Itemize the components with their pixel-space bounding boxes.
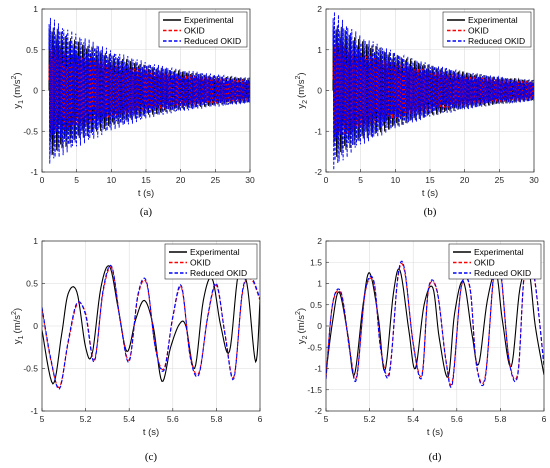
legend-label: Experimental	[190, 247, 240, 257]
x-tick-label: 30	[529, 175, 539, 185]
x-axis-label: t (s)	[427, 427, 443, 438]
legend-label: Reduced OKID	[474, 268, 531, 278]
legend-label: Experimental	[468, 15, 518, 25]
x-tick-label: 0	[40, 175, 45, 185]
x-tick-label: 5	[324, 414, 329, 424]
y-tick-label: 2	[317, 4, 322, 14]
y-tick-label: 1	[33, 4, 38, 14]
series-line-okid	[332, 43, 534, 139]
y-tick-label: -0.5	[307, 342, 322, 352]
x-tick-label: 0	[324, 175, 329, 185]
x-tick-label: 25	[495, 175, 505, 185]
series-group	[326, 257, 544, 389]
y-tick-label: 1.5	[310, 257, 322, 267]
series-line-reduced-okid	[332, 11, 534, 170]
panel-b: 0 5 10 15 20 25 30 -2 -1 0 1 2 t (s) y2(m/s2) Experime…	[295, 4, 539, 218]
x-tick-label: 20	[176, 175, 186, 185]
y-tick-label: -1	[314, 364, 322, 374]
panel-caption: (c)	[145, 451, 158, 463]
panel-caption: (a)	[140, 206, 153, 218]
panel-caption: (d)	[429, 451, 442, 463]
x-axis-label: t (s)	[138, 188, 154, 199]
y-tick-label: 0.5	[26, 279, 38, 289]
y-tick-label: 1	[317, 279, 322, 289]
x-tick-label: 5.8	[494, 414, 506, 424]
x-tick-label: 6	[542, 414, 547, 424]
y-tick-label: -1	[314, 126, 322, 136]
y-tick-label: 2	[317, 236, 322, 246]
y-tick-label: 0.5	[26, 45, 38, 55]
x-tick-label: 10	[107, 175, 117, 185]
y-axis-label: y1(m/s2)	[11, 308, 25, 344]
x-tick-label: 5	[74, 175, 79, 185]
legend-label: Experimental	[184, 15, 234, 25]
y-tick-label: -2	[314, 167, 322, 177]
x-axis-label: t (s)	[422, 188, 438, 199]
panel-a: 0 5 10 15 20 25 30 -1 -0.5 0 0.5 1 t (s) y1(m/s2) Expe…	[11, 4, 255, 218]
y-tick-label: -1.5	[307, 385, 322, 395]
x-tick-label: 15	[141, 175, 151, 185]
y-tick-label: 0	[317, 86, 322, 96]
series-line-reduced-okid	[42, 264, 260, 390]
x-tick-label: 6	[258, 414, 263, 424]
x-tick-label: 5.6	[167, 414, 179, 424]
legend-box	[158, 11, 248, 48]
y-tick-label: -2	[314, 406, 322, 416]
y-tick-label: -1	[30, 406, 38, 416]
legend-label: Reduced OKID	[184, 36, 241, 46]
x-tick-label: 5.2	[364, 414, 376, 424]
y-axis-label: y2(m/s2)	[295, 72, 309, 108]
x-tick-label: 5.6	[451, 414, 463, 424]
legend-label: Experimental	[474, 247, 524, 257]
legend-label: Reduced OKID	[468, 36, 525, 46]
y-tick-label: 0	[33, 86, 38, 96]
x-tick-label: 10	[391, 175, 401, 185]
panel-c: 5 5.2 5.4 5.6 5.8 6 -1 -0.5 0 0.5 1 t (s) y1(m/s2) Ex…	[11, 236, 263, 463]
y-tick-label: 1	[33, 236, 38, 246]
series-line-reduced-okid	[326, 257, 544, 389]
y-tick-label: -0.5	[23, 364, 38, 374]
y-tick-label: 0.5	[310, 300, 322, 310]
x-tick-label: 25	[211, 175, 221, 185]
x-tick-label: 5.4	[407, 414, 419, 424]
x-tick-label: 5.4	[123, 414, 135, 424]
panel-caption: (b)	[424, 206, 437, 218]
legend-label: OKID	[468, 26, 489, 36]
series-line-experimental	[326, 267, 544, 378]
series-group	[42, 264, 260, 390]
x-tick-label: 5.2	[80, 414, 92, 424]
series-line-okid	[326, 260, 544, 386]
x-tick-label: 15	[425, 175, 435, 185]
x-tick-label: 20	[460, 175, 470, 185]
series-group	[48, 17, 250, 164]
legend-label: OKID	[190, 258, 211, 268]
series-line-experimental	[42, 265, 260, 385]
y-axis-label: y2(m/s2)	[295, 308, 309, 344]
y-tick-label: 0	[317, 321, 322, 331]
series-line-reduced-okid	[48, 17, 250, 164]
y-tick-label: 0	[33, 321, 38, 331]
x-tick-label: 5	[358, 175, 363, 185]
panel-d: 5 5.2 5.4 5.6 5.8 6 -2 -1.5 -1 -0.5 0 0.5 1 1.5 2 t (s)…	[295, 236, 547, 463]
x-tick-label: 5	[40, 414, 45, 424]
x-axis-label: t (s)	[143, 427, 159, 438]
y-tick-label: -0.5	[23, 126, 38, 136]
y-tick-label: -1	[30, 167, 38, 177]
legend-label: OKID	[474, 258, 495, 268]
series-group	[332, 11, 534, 170]
legend-box	[442, 11, 532, 48]
y-axis-label: y1(m/s2)	[11, 72, 25, 108]
legend-label: OKID	[184, 26, 205, 36]
legend-label: Reduced OKID	[190, 268, 247, 278]
y-tick-label: 1	[317, 45, 322, 55]
x-tick-label: 30	[245, 175, 255, 185]
x-tick-label: 5.8	[210, 414, 222, 424]
